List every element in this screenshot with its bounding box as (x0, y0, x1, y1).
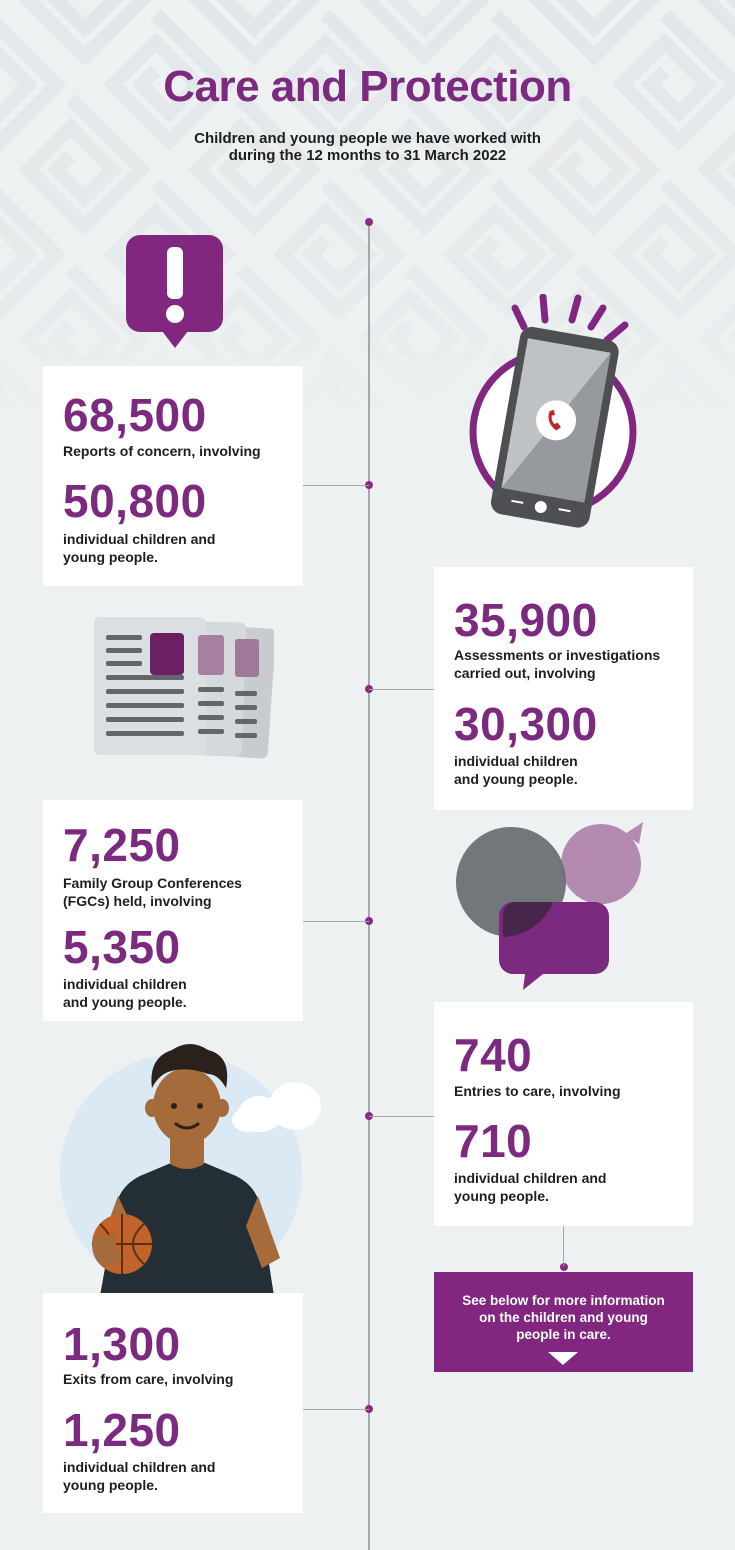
stat-label-secondary: individual children and young people. (63, 976, 187, 1010)
stat-number-secondary: 30,300 (454, 698, 598, 750)
page-subtitle: Children and young people we have worked… (0, 130, 735, 164)
timeline-dot (365, 218, 373, 226)
stat-label-secondary: individual children and young people. (63, 531, 216, 565)
stat-number: 740 (454, 1029, 533, 1081)
connector-line (303, 921, 369, 922)
stat-label: Reports of concern, involving (63, 443, 261, 459)
stat-number: 1,300 (63, 1318, 181, 1370)
stat-number-secondary: 1,250 (63, 1404, 181, 1456)
stat-card-entries: 740 Entries to care, involving 710 indiv… (434, 1002, 693, 1226)
stat-number-secondary: 710 (454, 1115, 533, 1167)
subtitle-line-1: Children and young people we have worked… (194, 130, 541, 147)
alert-icon (126, 235, 223, 348)
timeline-dot (365, 481, 373, 489)
stat-label: Family Group Conferences (FGCs) held, in… (63, 875, 242, 909)
connector-line (303, 485, 369, 486)
stat-number: 7,250 (63, 819, 181, 871)
stat-label-secondary: individual children and young people. (63, 1459, 216, 1493)
more-info-callout[interactable]: See below for more information on the ch… (434, 1272, 693, 1372)
connector-line-vertical (563, 1226, 564, 1266)
arrow-down-icon (548, 1352, 578, 1365)
stat-number: 35,900 (454, 594, 598, 646)
stat-card-exits: 1,300 Exits from care, involving 1,250 i… (43, 1293, 303, 1513)
connector-line (369, 1116, 434, 1117)
speech-bubbles-icon (456, 822, 643, 990)
background-pattern (0, 0, 735, 420)
documents-icon (94, 617, 274, 759)
more-info-text: See below for more information on the ch… (462, 1293, 665, 1342)
stat-label: Exits from care, involving (63, 1371, 234, 1387)
phone-icon (469, 294, 637, 528)
stat-number-secondary: 5,350 (63, 921, 181, 973)
timeline-line (368, 222, 370, 1550)
stat-card-reports: 68,500 Reports of concern, involving 50,… (43, 366, 303, 586)
stat-card-fgcs: 7,250 Family Group Conferences (FGCs) he… (43, 800, 303, 1021)
stat-number-secondary: 50,800 (63, 475, 207, 527)
timeline-dot (365, 917, 373, 925)
stat-card-assessments: 35,900 Assessments or investigations car… (434, 567, 693, 810)
stat-label: Assessments or investigations carried ou… (454, 647, 661, 681)
stat-label-secondary: individual children and young people. (454, 1170, 607, 1204)
page-title: Care and Protection (163, 62, 572, 111)
stat-label: Entries to care, involving (454, 1083, 621, 1099)
connector-line (303, 1409, 369, 1410)
stat-number: 68,500 (63, 389, 207, 441)
timeline-dot (560, 1263, 568, 1271)
subtitle-line-2: during the 12 months to 31 March 2022 (228, 147, 507, 164)
timeline-dot (365, 1405, 373, 1413)
person-basketball-icon (60, 1044, 321, 1296)
stat-label-secondary: individual children and young people. (454, 753, 578, 787)
connector-line (369, 689, 434, 690)
